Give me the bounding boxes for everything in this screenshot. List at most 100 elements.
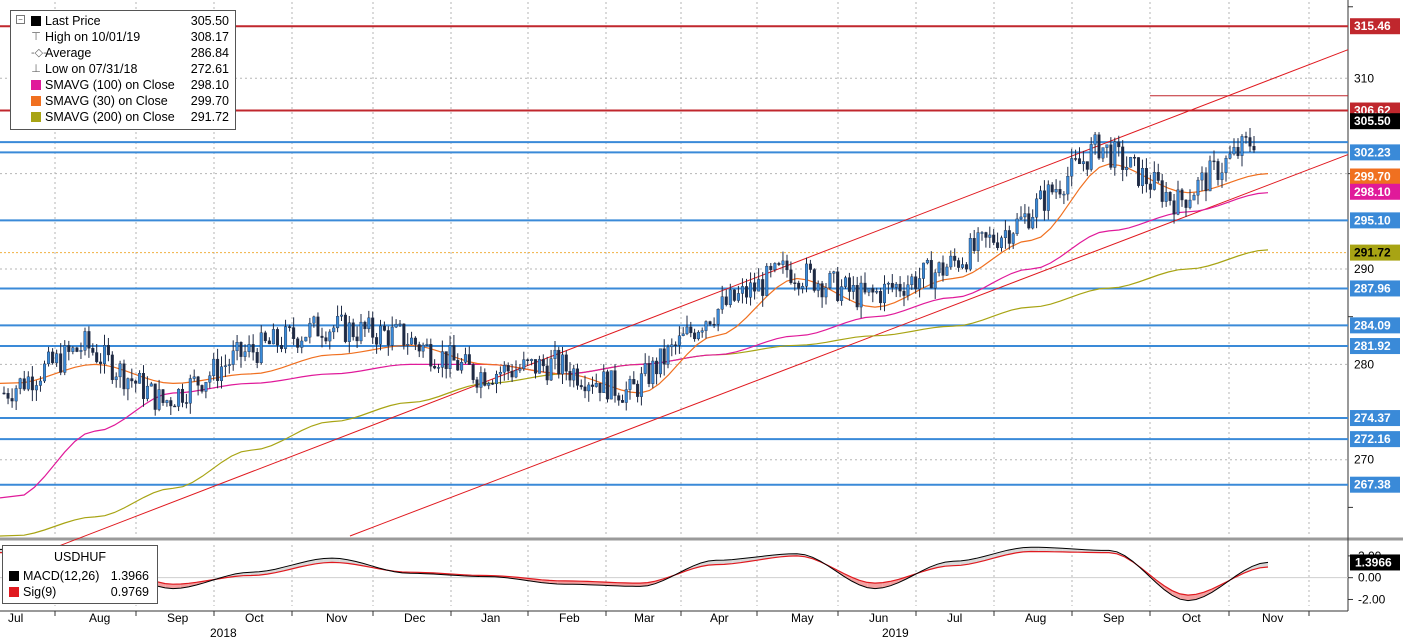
candle-body: [797, 282, 801, 289]
candle-body: [1023, 213, 1027, 218]
candle-body: [336, 316, 340, 329]
candle-body: [906, 284, 910, 296]
level-tag: 267.38: [1354, 478, 1391, 492]
candle-body: [87, 331, 91, 349]
legend-swatch: [31, 16, 41, 26]
candle-body: [284, 326, 288, 349]
value-tag: 305.50: [1354, 114, 1391, 128]
x-month-label: Jul: [8, 611, 23, 625]
candle-body: [475, 379, 479, 388]
candle-body: [1011, 233, 1015, 244]
candlesticks: [2, 127, 1256, 416]
candle-body: [316, 316, 320, 337]
candle-body: [720, 296, 724, 310]
macd-histogram-fill: [580, 581, 588, 585]
candle-body: [114, 376, 118, 381]
channel-upper-line: [59, 49, 1349, 547]
candle-body: [347, 322, 351, 342]
level-tag-bg: [1350, 18, 1400, 35]
value-tag-bg: [1350, 113, 1400, 130]
candle-body: [1019, 216, 1023, 220]
collapse-icon[interactable]: −: [16, 15, 25, 24]
signal-row: Sig(9) 0.9769: [9, 584, 151, 600]
candle-body: [1244, 136, 1248, 138]
candle-body: [498, 372, 502, 375]
candle-body: [918, 278, 922, 290]
candle-body: [785, 260, 789, 271]
x-month-label: Oct: [1182, 611, 1201, 625]
candle-body: [126, 378, 130, 390]
candle-body: [180, 388, 184, 403]
candle-body: [824, 287, 828, 298]
candle-body: [304, 336, 308, 342]
level-tag: 287.96: [1354, 281, 1391, 295]
candle-body: [576, 368, 580, 386]
candle-body: [30, 376, 34, 391]
candle-body: [658, 348, 662, 375]
level-tag-bg: [1350, 410, 1400, 427]
candle-body: [801, 286, 805, 289]
legend-row: SMAVG (100) on Close 298.10: [31, 77, 231, 93]
candle-body: [898, 283, 902, 292]
candle-body: [275, 329, 279, 346]
value-tag-bg: [1350, 244, 1400, 261]
macd-legend: USDHUF MACD(12,26) 1.3966 Sig(9) 0.9769: [2, 545, 158, 604]
candle-body: [894, 283, 898, 288]
candle-body: [855, 285, 859, 308]
candle-body: [832, 271, 836, 274]
candle-body: [1027, 213, 1031, 229]
macd-histogram-fill: [1204, 589, 1212, 597]
macd-histogram-fill: [1062, 548, 1070, 553]
candle-body: [375, 337, 379, 345]
x-month-label: Jan: [481, 611, 500, 625]
macd-histogram-fill: [1164, 585, 1173, 596]
candle-body: [208, 375, 212, 383]
candle-body: [1192, 194, 1196, 201]
macd-histogram-fill: [1244, 566, 1252, 574]
candle-body: [51, 351, 55, 364]
candle-body: [910, 276, 914, 286]
candle-body: [169, 400, 173, 407]
candle-body: [263, 332, 267, 342]
candle-body: [63, 345, 67, 373]
candle-body: [410, 337, 414, 345]
value-tag-bg: [1350, 183, 1400, 200]
x-month-label: Nov: [1262, 611, 1283, 625]
macd-histogram-fill: [243, 572, 251, 576]
candle-body: [157, 389, 161, 410]
macd-histogram-fill: [929, 564, 938, 570]
candle-body: [38, 380, 42, 386]
candle-body: [753, 282, 757, 292]
candle-body: [693, 332, 697, 340]
candle-body: [71, 347, 75, 352]
candle-body: [212, 358, 216, 376]
candle-body: [1204, 172, 1208, 192]
candle-body: [816, 283, 820, 291]
level-tag: 274.37: [1354, 411, 1391, 425]
candle-body: [173, 405, 177, 408]
candle-body: [467, 354, 471, 365]
candle-body: [1121, 146, 1125, 170]
x-month-label: Sep: [1103, 611, 1125, 625]
candle-body: [1129, 157, 1133, 168]
candle-body: [769, 265, 773, 271]
candle-body: [138, 373, 142, 384]
candle-body: [437, 367, 441, 369]
price-legend: − Last Price 305.50 ⊤ High on 10/01/19 308.1…: [10, 10, 236, 130]
candle-body: [1180, 189, 1184, 201]
candle-body: [99, 361, 103, 364]
macd-histogram-fill: [595, 581, 603, 586]
macd-value: 1.3966: [110, 569, 149, 583]
candle-body: [961, 264, 965, 268]
candle-body: [568, 371, 572, 381]
candle-body: [514, 370, 518, 378]
candle-body: [689, 326, 693, 334]
candle-body: [980, 232, 984, 234]
x-month-label: Sep: [167, 611, 189, 625]
candle-body: [1125, 167, 1129, 170]
candle-body: [1070, 158, 1074, 177]
candle-body: [1200, 172, 1204, 181]
macd-histogram-fill: [565, 580, 573, 585]
candle-body: [231, 350, 235, 365]
candle-body: [200, 385, 204, 392]
